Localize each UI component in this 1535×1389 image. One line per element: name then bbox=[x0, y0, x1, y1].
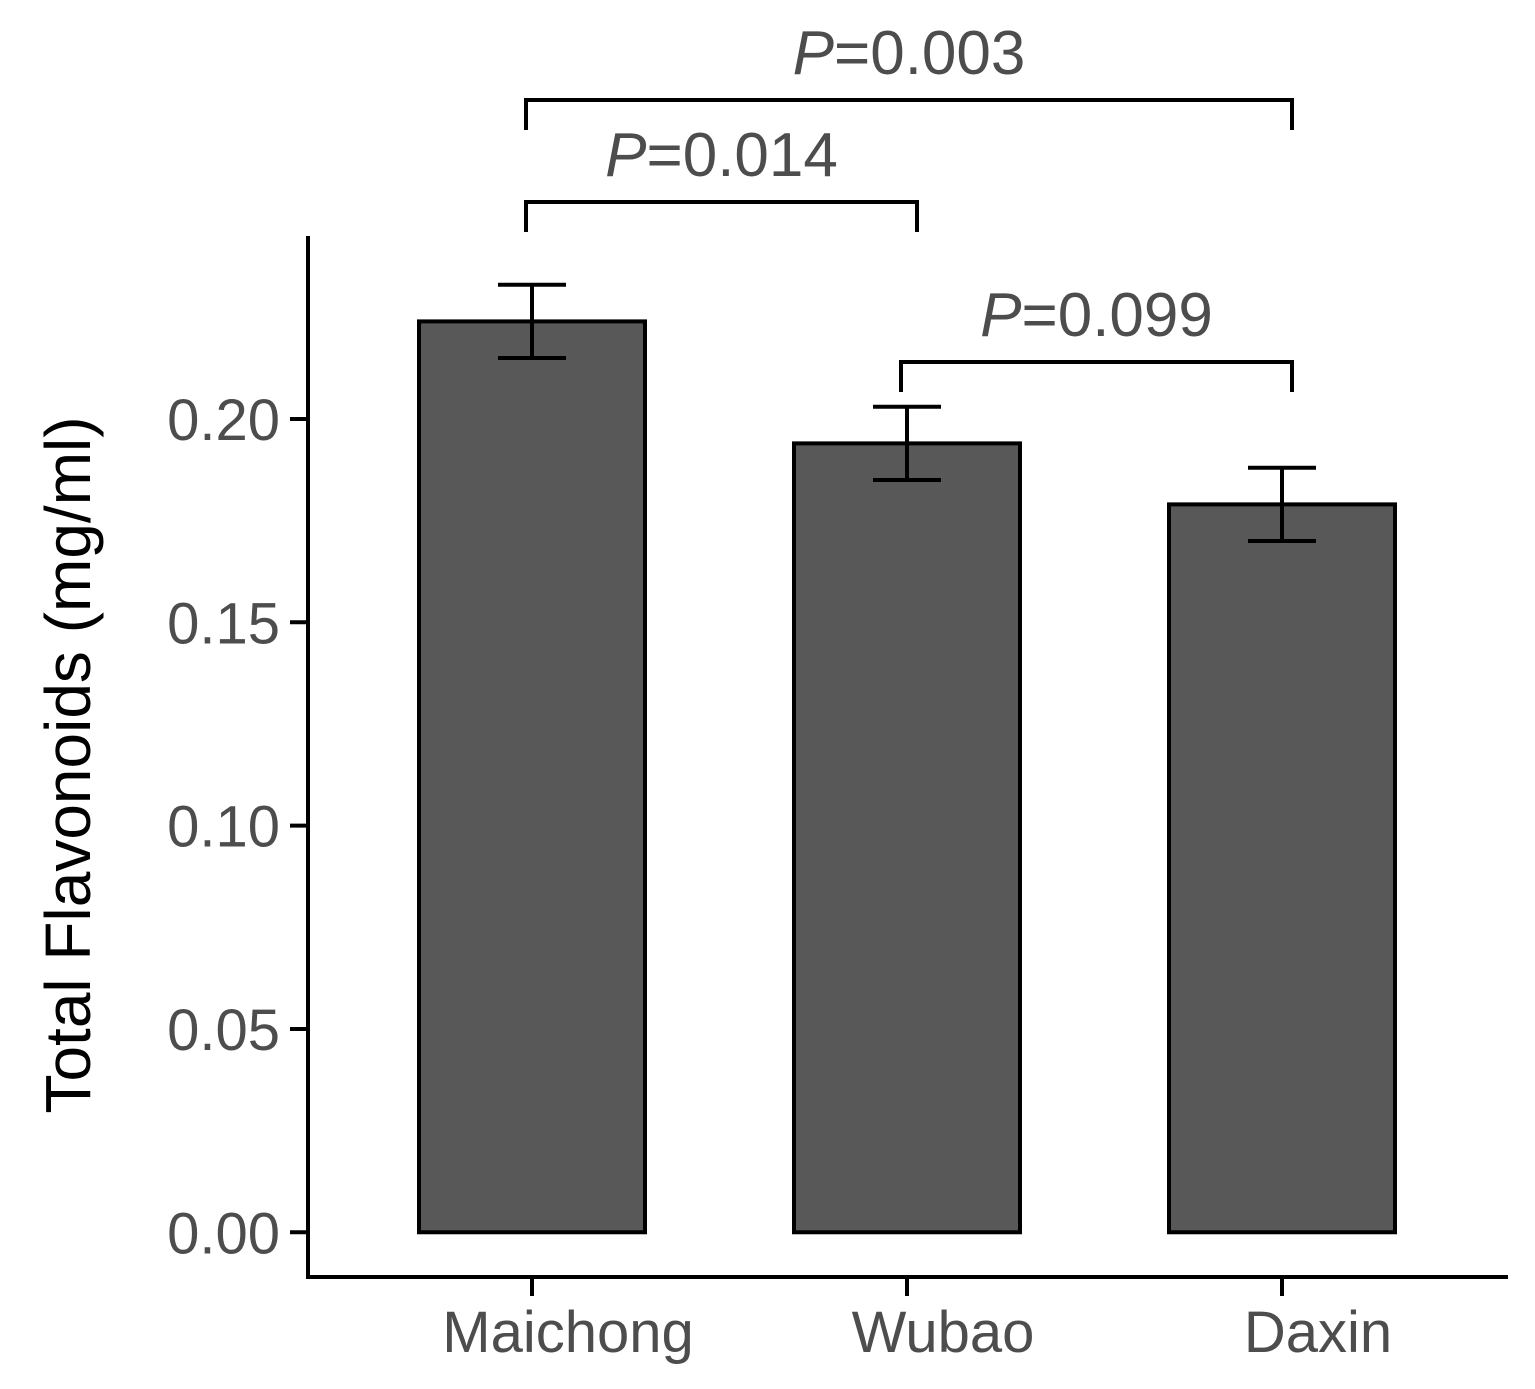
x-ticks-layer: Maichong Wubao Daxin bbox=[442, 1277, 1392, 1365]
x-tick-label-maichong: Maichong bbox=[442, 1300, 693, 1365]
p-value-number: =0.014 bbox=[647, 121, 838, 190]
y-tick-label: 0.20 bbox=[167, 388, 280, 453]
bar-wubao bbox=[792, 441, 1022, 1235]
comparison-bracket-line bbox=[524, 200, 919, 232]
y-tick-label: 0.00 bbox=[167, 1201, 280, 1266]
comparison-bracket-line bbox=[524, 98, 1294, 130]
x-tick-label-wubao: Wubao bbox=[852, 1300, 1035, 1365]
error-bar-maichong bbox=[498, 282, 566, 360]
error-bar-wubao bbox=[873, 404, 941, 482]
p-value-number: =0.003 bbox=[834, 19, 1025, 88]
error-bar-daxin bbox=[1248, 465, 1316, 543]
y-tick-label: 0.15 bbox=[167, 591, 280, 656]
bar-daxin bbox=[1167, 502, 1397, 1235]
p-value-label: P=0.003 bbox=[793, 19, 1026, 88]
y-tick-label: 0.10 bbox=[167, 795, 280, 860]
p-value-label: P=0.099 bbox=[980, 281, 1213, 350]
y-axis-title: Total Flavonoids (mg/ml) bbox=[32, 416, 104, 1113]
comparison-bracket-wubao-daxin: P=0.099 bbox=[899, 281, 1294, 392]
error-bars-layer bbox=[498, 282, 1316, 543]
p-value-prefix: P bbox=[605, 121, 646, 190]
comparison-bracket-maichong-daxin: P=0.003 bbox=[524, 19, 1294, 130]
comparison-bracket-maichong-wubao: P=0.014 bbox=[524, 121, 919, 232]
p-value-prefix: P bbox=[980, 281, 1021, 350]
p-value-prefix: P bbox=[793, 19, 834, 88]
y-ticks-layer: 0.00 0.05 0.10 0.15 0.20 bbox=[167, 388, 308, 1266]
x-tick-label-daxin: Daxin bbox=[1244, 1300, 1392, 1365]
bar-maichong bbox=[417, 319, 647, 1235]
comparison-bracket-line bbox=[899, 360, 1294, 392]
p-value-number: =0.099 bbox=[1022, 281, 1213, 350]
y-tick-label: 0.05 bbox=[167, 998, 280, 1063]
p-value-label: P=0.014 bbox=[605, 121, 838, 190]
